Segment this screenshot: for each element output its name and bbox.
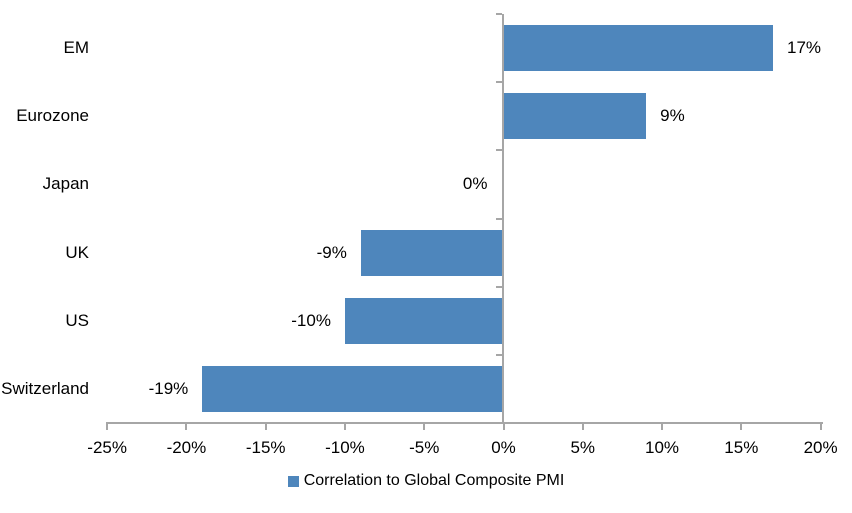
x-axis-tick (343, 422, 346, 430)
y-axis-tick (495, 81, 502, 84)
x-tick-label: -10% (325, 438, 365, 457)
bar (344, 297, 504, 344)
x-axis-tick (740, 422, 743, 430)
x-tick-label: -5% (409, 438, 440, 457)
legend: Correlation to Global Composite PMI (0, 470, 852, 492)
category-label: Eurozone (16, 106, 89, 126)
bar (503, 93, 647, 140)
bar-value-label: -10% (291, 310, 331, 330)
bar-value-label: -9% (316, 242, 347, 262)
x-tick-label: -15% (245, 438, 286, 457)
x-axis-tick (264, 422, 267, 430)
x-tick-label: -20% (166, 438, 207, 457)
category-label: UK (65, 242, 89, 262)
y-axis-tick (495, 285, 502, 288)
x-tick-label: 0% (491, 438, 516, 457)
legend-color-swatch (287, 475, 299, 487)
x-axis-tick (581, 422, 584, 430)
x-axis-line (107, 422, 823, 424)
x-tick-label: 15% (724, 438, 759, 457)
bar (360, 229, 504, 276)
x-tick-label: 5% (570, 438, 596, 457)
x-tick-label: 20% (803, 438, 838, 457)
y-axis-line (501, 14, 504, 424)
x-axis-tick (185, 422, 188, 430)
x-tick-label: -25% (87, 438, 127, 457)
x-axis-tick (661, 422, 664, 430)
y-axis-tick (495, 149, 502, 152)
y-axis-tick (495, 353, 502, 356)
category-label: US (65, 310, 89, 330)
y-axis-tick (495, 13, 502, 15)
category-label: Switzerland (1, 378, 89, 398)
category-label: Japan (42, 174, 89, 194)
category-label: EM (63, 38, 90, 58)
bar-value-label: 17% (787, 38, 822, 58)
x-axis-tick (106, 422, 109, 430)
bar-value-label: 9% (660, 106, 685, 126)
bar (202, 365, 504, 412)
x-axis-tick (819, 422, 822, 430)
x-tick-label: 10% (645, 438, 680, 457)
y-axis-tick (495, 217, 502, 220)
x-axis-tick (502, 422, 505, 430)
bar-value-label: 0% (462, 174, 488, 194)
bar-value-label: -19% (148, 378, 189, 398)
bar (503, 25, 774, 72)
x-axis-tick (423, 422, 426, 430)
legend-label: Correlation to Global Composite PMI (303, 472, 565, 489)
